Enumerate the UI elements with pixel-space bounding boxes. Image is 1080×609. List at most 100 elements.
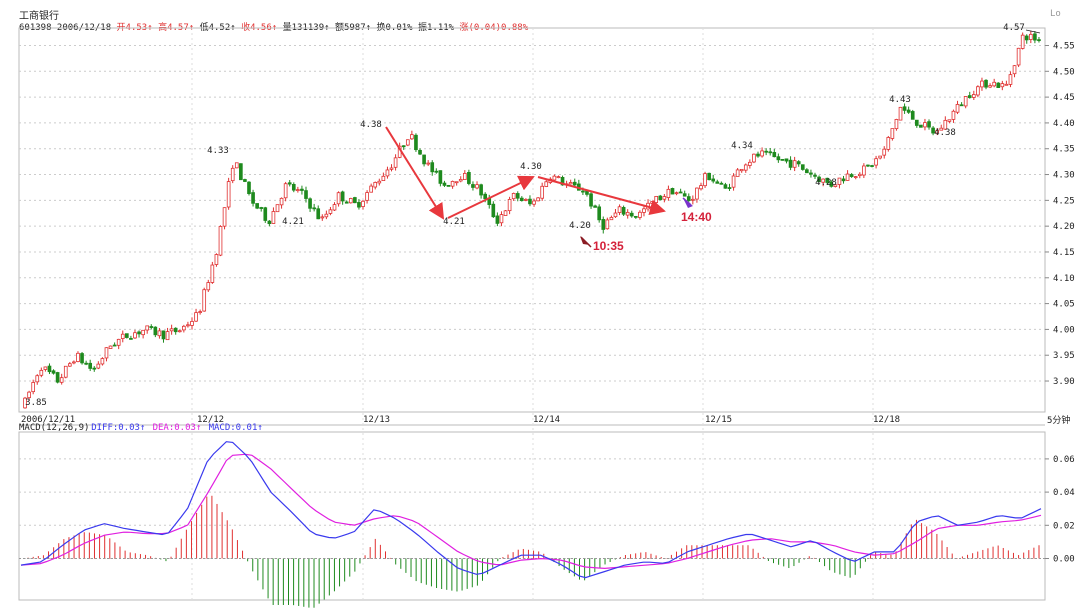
down-candle: [967, 95, 972, 99]
up-candle: [165, 331, 170, 341]
corner-label: Lo: [1050, 9, 1061, 19]
up-candle: [450, 180, 455, 187]
down-candle: [788, 159, 793, 168]
down-candle: [92, 367, 97, 370]
down-candle: [621, 207, 626, 215]
down-candle: [670, 188, 675, 195]
up-candle: [100, 358, 105, 365]
diff-line: [20, 441, 1042, 579]
down-candle: [1037, 39, 1041, 42]
down-candle: [239, 163, 243, 181]
macd-header-field: DEA:0.03↑: [153, 423, 202, 433]
price-y-tick-label: 4.10: [1053, 274, 1075, 284]
up-candle: [971, 94, 976, 98]
up-candle: [475, 184, 479, 189]
up-candle: [365, 192, 369, 201]
down-candle: [723, 184, 728, 189]
up-candle: [198, 311, 202, 314]
down-candle: [727, 187, 732, 189]
price-y-tick-label: 4.05: [1053, 300, 1075, 310]
down-candle: [84, 362, 88, 365]
up-candle: [214, 254, 219, 265]
up-candle: [853, 176, 858, 178]
down-candle: [849, 174, 854, 177]
up-candle: [39, 369, 44, 376]
price-extreme-label: 4.38: [934, 128, 956, 138]
down-candle: [711, 178, 716, 182]
up-candle: [666, 188, 671, 198]
trend-arrow: [447, 175, 535, 219]
up-candle: [59, 377, 64, 383]
down-candle: [528, 198, 532, 205]
price-extreme-label: 3.85: [25, 398, 47, 408]
up-candle: [1012, 65, 1017, 75]
up-candle: [511, 193, 516, 200]
up-candle: [862, 165, 866, 176]
up-candle: [939, 127, 944, 131]
up-candle: [43, 366, 48, 370]
down-candle: [304, 190, 308, 199]
down-candle: [267, 220, 272, 225]
down-candle: [678, 191, 683, 194]
up-candle: [194, 312, 198, 322]
up-candle: [76, 352, 80, 362]
timeframe-label: 5分钟: [1047, 414, 1070, 426]
time-annotation-14-40: 14:40: [681, 210, 712, 224]
up-candle: [792, 160, 797, 168]
down-candle: [768, 151, 773, 154]
up-candle: [540, 185, 545, 199]
down-candle: [902, 106, 907, 111]
up-candle: [206, 282, 211, 291]
price-y-tick-label: 3.90: [1053, 377, 1075, 387]
down-candle: [597, 206, 602, 221]
up-candle: [1028, 33, 1033, 40]
down-candle: [247, 181, 251, 195]
down-candle: [927, 121, 931, 128]
down-candle: [780, 158, 785, 161]
down-candle: [756, 153, 760, 157]
down-candle: [784, 158, 789, 162]
down-candle: [149, 326, 154, 328]
down-candle: [491, 203, 496, 218]
date-tick-label: 12/14: [533, 415, 560, 425]
date-tick-label: 12/15: [705, 415, 732, 425]
up-candle: [275, 204, 280, 213]
down-candle: [707, 172, 711, 181]
price-extreme-label: 4.21: [282, 217, 304, 227]
down-candle: [308, 198, 312, 209]
down-candle: [137, 331, 141, 335]
price-extreme-label: 4.28: [815, 178, 837, 188]
up-candle: [1020, 34, 1025, 49]
macd-panel-frame: [18, 431, 1046, 601]
down-candle: [430, 162, 435, 173]
price-y-tick-label: 4.15: [1053, 248, 1075, 258]
up-candle: [35, 375, 40, 383]
up-candle: [507, 199, 512, 212]
down-candle: [658, 195, 663, 201]
down-candle: [719, 182, 724, 185]
up-candle: [328, 209, 333, 214]
down-candle: [1024, 35, 1029, 41]
date-tick-label: 12/12: [197, 415, 224, 425]
price-y-tick-label: 4.20: [1053, 222, 1075, 232]
up-candle: [857, 173, 862, 177]
down-candle: [601, 219, 606, 230]
down-candle: [414, 134, 418, 151]
price-y-tick-label: 3.95: [1053, 351, 1075, 361]
up-candle: [625, 211, 630, 216]
down-candle: [984, 79, 988, 88]
dea-line: [20, 453, 1042, 570]
up-candle: [230, 167, 235, 182]
down-candle: [682, 193, 687, 197]
down-candle: [291, 184, 296, 191]
up-candle: [202, 289, 207, 312]
up-candle: [1016, 47, 1021, 66]
down-candle: [825, 177, 830, 183]
down-candle: [772, 152, 777, 158]
up-candle: [1004, 83, 1009, 86]
up-candle: [141, 329, 145, 336]
up-candle: [743, 164, 748, 171]
up-candle: [271, 211, 276, 224]
up-candle: [23, 397, 27, 409]
